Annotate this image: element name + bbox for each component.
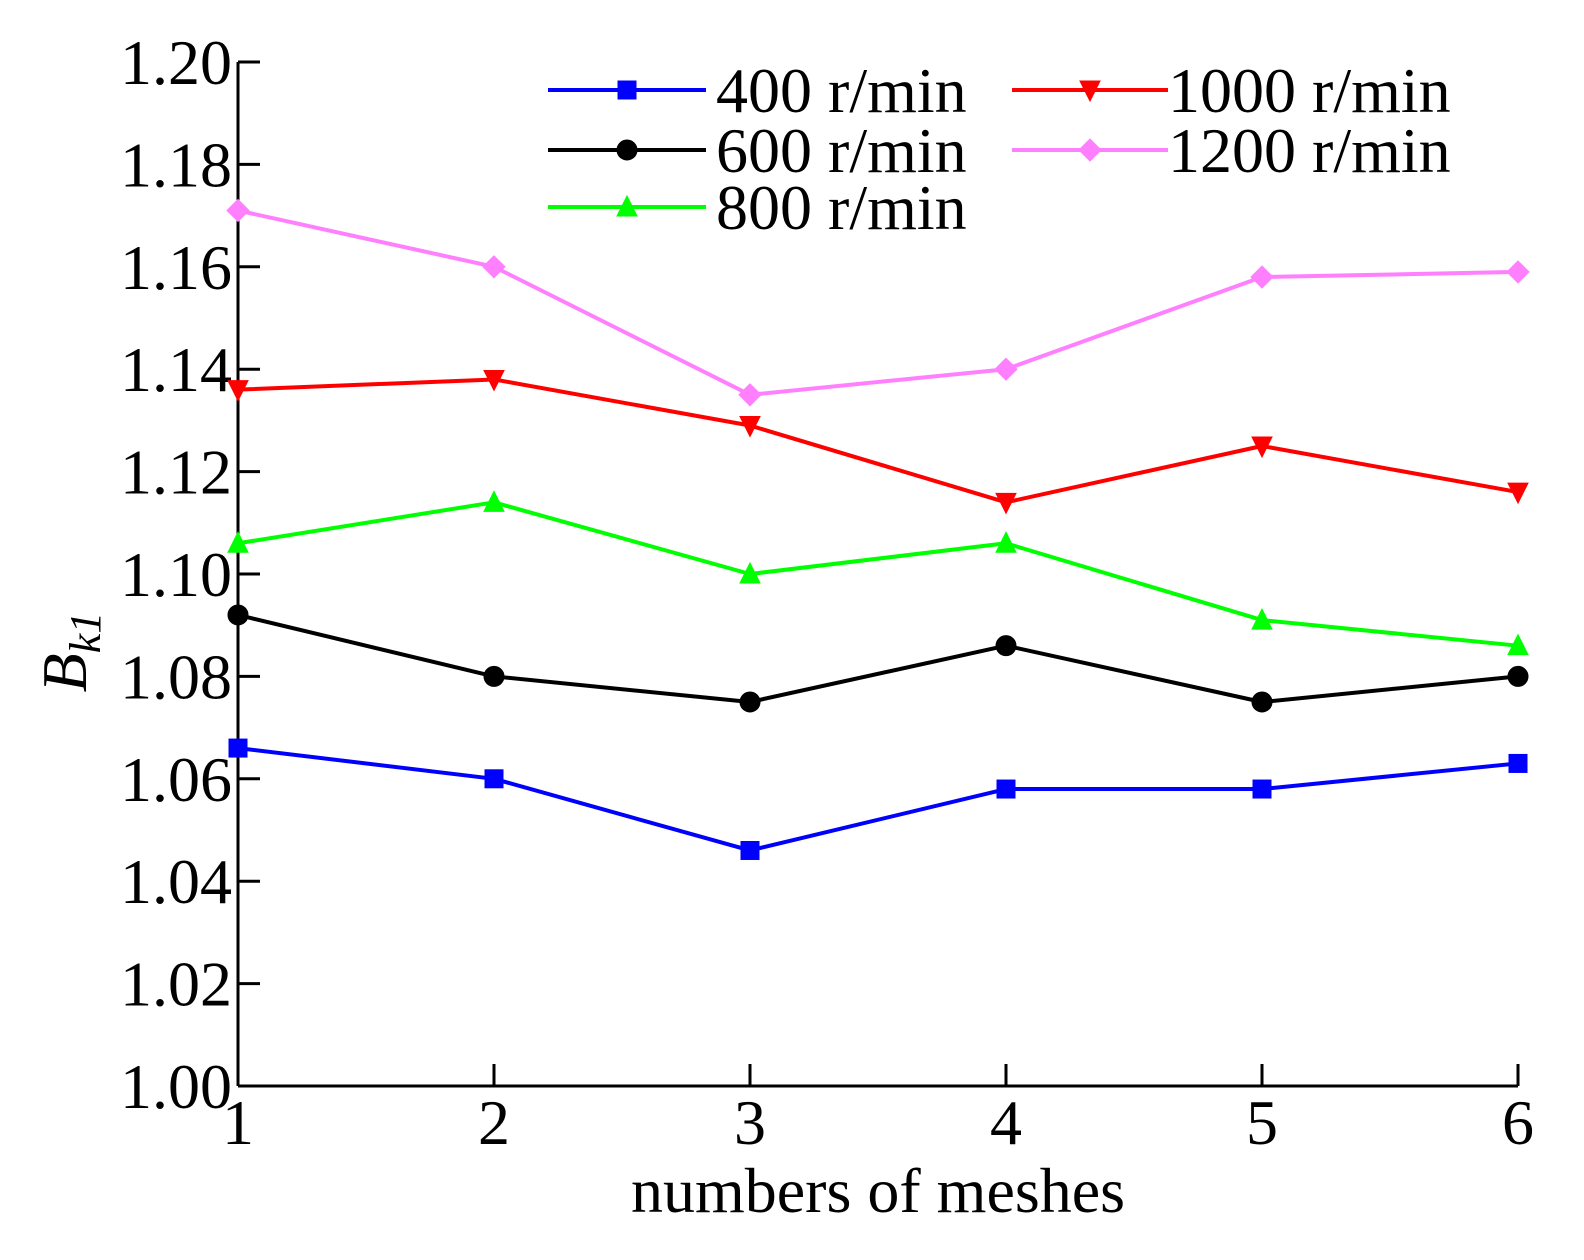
y-axis-title-main: B (29, 653, 100, 692)
series-line (237, 613, 1519, 704)
series-layer (226, 198, 1530, 860)
x-axis-title: numbers of meshes (631, 1155, 1125, 1226)
series-1000-r-min (227, 369, 1529, 515)
series-line (237, 208, 1519, 397)
series-line (237, 746, 1519, 853)
legend-marker (1078, 138, 1102, 162)
data-point (995, 531, 1017, 553)
y-tick-label: 1.10 (120, 539, 232, 610)
data-point (1507, 633, 1529, 656)
x-tick-label: 2 (478, 1087, 510, 1158)
data-point (996, 779, 1016, 799)
legend-item: 600 r/min (548, 115, 967, 186)
data-point (739, 691, 761, 713)
y-tick-label: 1.08 (120, 641, 232, 712)
data-point (227, 531, 249, 553)
series-line (237, 377, 1519, 505)
legend-item: 1000 r/min (1012, 55, 1451, 126)
data-point (1507, 665, 1529, 687)
x-tick-label: 4 (990, 1087, 1022, 1158)
x-tick-label: 1 (222, 1087, 254, 1158)
data-point (1508, 753, 1528, 773)
y-axis: 1.00 1.02 1.04 1.06 1.08 1.10 1.12 1.14 1.16 1.18… (120, 27, 260, 1122)
legend-marker (617, 80, 637, 100)
y-tick-label: 1.00 (120, 1051, 232, 1122)
data-point (738, 383, 762, 407)
data-point (1251, 436, 1273, 459)
series-400-r-min (228, 738, 1528, 860)
x-tick-label: 5 (1246, 1087, 1278, 1158)
data-point (1506, 260, 1530, 284)
series-line (237, 500, 1519, 648)
y-tick-label: 1.18 (120, 129, 232, 200)
data-point (995, 635, 1017, 657)
legend-marker (616, 194, 638, 217)
data-point (1251, 607, 1273, 630)
x-tick-label: 6 (1502, 1087, 1534, 1158)
series-600-r-min (227, 604, 1529, 713)
data-point (1507, 482, 1529, 505)
legend-label: 800 r/min (716, 172, 967, 243)
data-point (227, 604, 249, 626)
y-tick-label: 1.16 (120, 232, 232, 303)
data-point (740, 840, 760, 860)
data-point (484, 769, 504, 789)
series-1200-r-min (226, 198, 1530, 407)
data-point (739, 416, 761, 438)
legend-label: 600 r/min (716, 115, 967, 186)
data-point (739, 561, 761, 584)
y-axis-title-subscript: k1 (61, 612, 110, 654)
legend-label: 1200 r/min (1168, 115, 1451, 186)
data-point (483, 490, 505, 512)
legend-marker (1079, 80, 1101, 103)
y-tick-label: 1.20 (120, 27, 232, 98)
data-point (226, 198, 250, 223)
legend-item: 800 r/min (548, 172, 967, 243)
data-point (482, 255, 506, 279)
data-point (227, 380, 249, 402)
data-point (994, 357, 1018, 381)
data-point (1251, 691, 1273, 713)
data-point (228, 738, 248, 758)
x-tick-label: 3 (734, 1087, 766, 1158)
legend-item: 1200 r/min (1012, 115, 1451, 186)
y-tick-label: 1.12 (120, 437, 232, 508)
legend-item: 400 r/min (548, 55, 967, 126)
data-point (483, 369, 505, 392)
y-axis-title: Bk1 (29, 612, 110, 693)
y-tick-label: 1.06 (120, 744, 232, 815)
y-tick-label: 1.04 (120, 846, 232, 917)
legend-label: 1000 r/min (1168, 55, 1451, 126)
y-tick-label: 1.14 (120, 334, 232, 405)
legend-label: 400 r/min (716, 55, 967, 126)
data-point (1250, 265, 1274, 289)
series-800-r-min (227, 490, 1529, 656)
data-point (1252, 779, 1272, 799)
y-tick-label: 1.02 (120, 949, 232, 1020)
data-point (483, 665, 505, 687)
legend-marker (616, 139, 638, 161)
data-point (995, 492, 1017, 515)
x-axis: 1 2 3 4 5 6 (222, 1064, 1534, 1158)
